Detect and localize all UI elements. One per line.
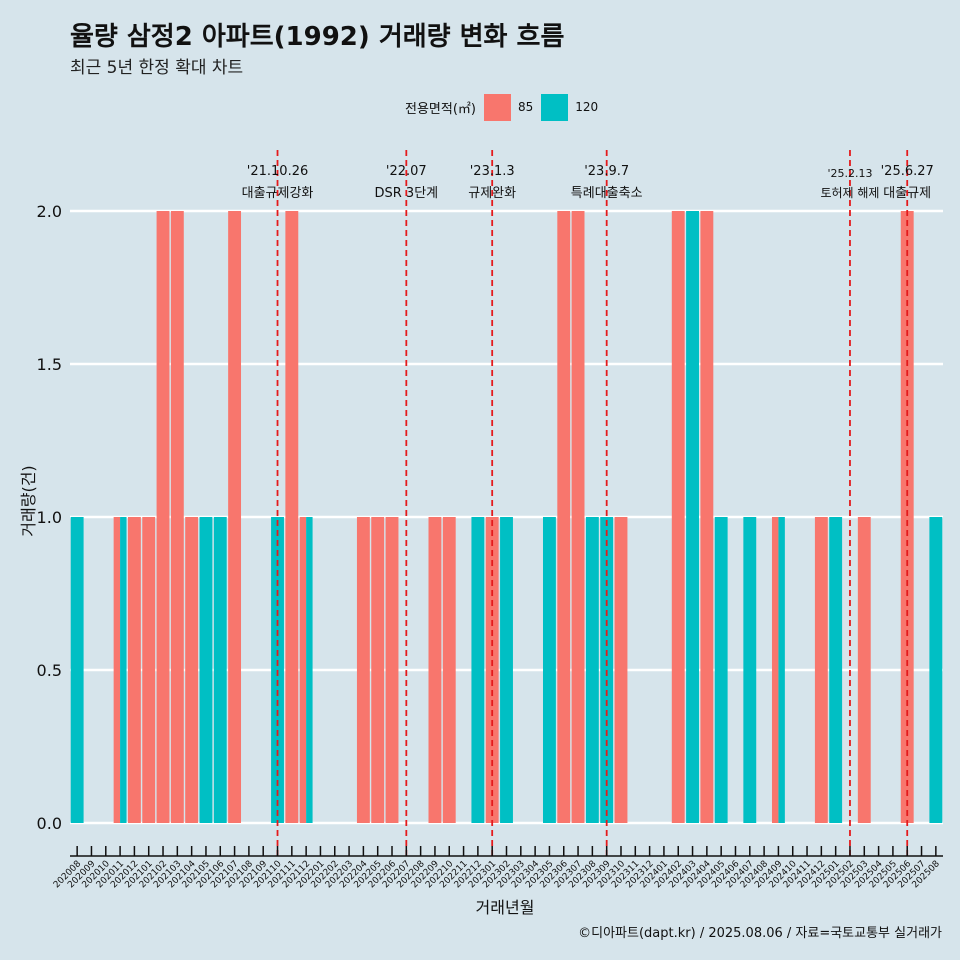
- bar-85-202102: [156, 211, 170, 823]
- bar-120-202302: [500, 517, 513, 823]
- legend: 전용면적(㎡) 85 120: [405, 93, 606, 121]
- chart-title: 율량 삼정2 아파트(1992) 거래량 변화 흐름: [70, 22, 565, 52]
- bar-120-202308: [585, 517, 599, 823]
- bar-85-202112: [299, 517, 307, 823]
- bar-85-202412: [814, 517, 828, 823]
- bar-120-202212: [471, 517, 485, 823]
- bar-120-202508: [929, 517, 943, 823]
- bar-120-202405: [714, 517, 728, 823]
- bar-85-202503: [857, 517, 871, 823]
- bar-120-202501: [829, 517, 843, 823]
- annotation-date: '25.6.27: [881, 164, 934, 179]
- bar-85-202409: [771, 517, 779, 823]
- annotation-date: '21.10.26: [247, 164, 308, 179]
- bar-85-202209: [428, 517, 442, 823]
- chart-subtitle: 최근 5년 한정 확대 차트: [70, 58, 244, 78]
- bar-120-202105: [199, 517, 213, 823]
- annotation-text: 토허제 해제: [820, 186, 879, 200]
- annotation-text: 대출규제: [883, 186, 931, 201]
- y-tick-label: 2.0: [37, 202, 62, 221]
- bar-85-202111: [285, 211, 299, 823]
- annotation-text: 대출규제강화: [242, 186, 314, 201]
- x-axis: 2020082020092020102020112020122021012021…: [52, 846, 943, 890]
- bar-85-202012: [127, 517, 141, 823]
- legend-key-120: [541, 93, 569, 121]
- y-tick-label: 0.5: [37, 661, 62, 680]
- bar-85-202204: [356, 517, 370, 823]
- bar-120-202305: [542, 517, 556, 823]
- y-axis: 0.0 0.5 1.0 1.5 2.0: [37, 202, 62, 833]
- legend-key-85: [483, 93, 511, 121]
- bar-85-202307: [571, 211, 585, 823]
- caption: ©디아파트(dapt.kr) / 2025.08.06 / 자료=국토교통부 실…: [578, 926, 942, 941]
- annotation-text: 규제완화: [468, 186, 516, 201]
- y-tick-label: 1.0: [37, 508, 62, 527]
- bar-120-202106: [213, 517, 227, 823]
- bar-120-202008: [70, 517, 84, 823]
- x-axis-label: 거래년월: [476, 898, 535, 917]
- annotation-date: '22.07: [386, 164, 427, 179]
- bar-120-202011: [120, 517, 127, 823]
- annotations: '21.10.26 대출규제강화 '22.07 DSR 3단계 '23.1.3 규제완화 '…: [242, 150, 934, 856]
- annotation-date: '25.2.13: [827, 167, 872, 180]
- bar-85-202205: [371, 517, 385, 823]
- y-axis-label: 거래량(건): [19, 465, 38, 536]
- bar-85-202210: [442, 517, 456, 823]
- bar-85-202103: [170, 211, 184, 823]
- legend-label-120: 120: [575, 100, 599, 114]
- bar-85-202206: [385, 517, 399, 823]
- bar-85-202104: [185, 517, 199, 823]
- annotation-text: DSR 3단계: [375, 186, 439, 201]
- bar-120-202407: [743, 517, 757, 823]
- bar-85-202101: [142, 517, 156, 823]
- y-tick-label: 1.5: [37, 355, 62, 374]
- bar-85-202402: [671, 211, 685, 823]
- annotation-text: 특례대출축소: [571, 186, 643, 201]
- annotation-date: '23.9.7: [584, 164, 629, 179]
- bar-85-202506: [900, 211, 914, 823]
- bar-85-202404: [700, 211, 714, 823]
- legend-title: 전용면적(㎡): [405, 101, 476, 117]
- bar-120-202112: [306, 517, 313, 823]
- bar-85-202011: [113, 517, 121, 823]
- bar-120-202409: [778, 517, 785, 823]
- y-tick-label: 0.0: [37, 814, 62, 833]
- legend-label-85: 85: [517, 100, 534, 114]
- annotation-date: '23.1.3: [470, 164, 515, 179]
- bar-85-202306: [557, 211, 571, 823]
- bar-85-202107: [228, 211, 242, 823]
- bar-85-202310: [614, 517, 628, 823]
- bar-120-202403: [686, 211, 699, 823]
